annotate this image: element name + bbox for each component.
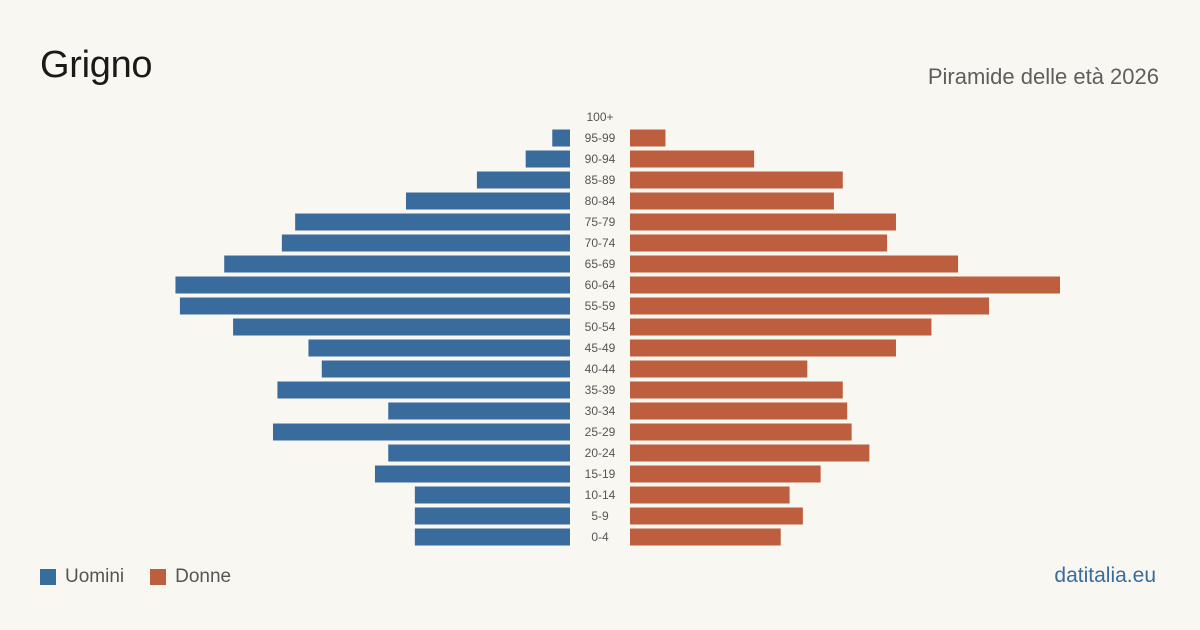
age-label-65-69: 65-69 bbox=[585, 257, 616, 271]
legend-item-female: Donne bbox=[150, 566, 231, 588]
bar-male-15-19 bbox=[374, 465, 570, 483]
bar-male-70-74 bbox=[281, 234, 570, 252]
bar-female-70-74 bbox=[630, 234, 888, 252]
source-link[interactable]: datitalia.eu bbox=[1054, 564, 1156, 587]
bar-female-80-84 bbox=[630, 192, 834, 210]
age-label-20-24: 20-24 bbox=[585, 446, 616, 460]
age-label-70-74: 70-74 bbox=[585, 236, 616, 250]
bar-male-10-14 bbox=[414, 486, 570, 504]
bar-female-5-9 bbox=[630, 507, 803, 525]
bar-male-35-39 bbox=[277, 381, 570, 399]
bar-female-55-59 bbox=[630, 297, 990, 315]
age-label-95-99: 95-99 bbox=[585, 131, 616, 145]
bar-male-20-24 bbox=[388, 444, 570, 462]
age-label-25-29: 25-29 bbox=[585, 425, 616, 439]
age-label-5-9: 5-9 bbox=[591, 509, 609, 523]
bar-male-65-69 bbox=[224, 255, 570, 273]
chart-subtitle: Piramide delle età 2026 bbox=[927, 64, 1159, 89]
bar-female-15-19 bbox=[630, 465, 821, 483]
female-bars bbox=[630, 129, 1060, 546]
bar-female-85-89 bbox=[630, 171, 843, 189]
legend-item-male: Uomini bbox=[40, 566, 124, 588]
bar-female-60-64 bbox=[630, 276, 1060, 294]
bar-male-95-99 bbox=[552, 129, 570, 147]
bar-male-55-59 bbox=[179, 297, 570, 315]
age-label-100plus: 100+ bbox=[586, 110, 613, 124]
age-labels: 100+ 95-99 90-94 85-89 80-84 75-79 70-74 65-69 6… bbox=[585, 110, 616, 544]
age-label-35-39: 35-39 bbox=[585, 383, 616, 397]
legend-swatch-male bbox=[40, 569, 56, 585]
bar-female-0-4 bbox=[630, 528, 781, 546]
legend-swatch-female bbox=[150, 569, 167, 585]
age-label-55-59: 55-59 bbox=[585, 299, 616, 313]
bar-female-95-99 bbox=[630, 129, 666, 147]
male-bars bbox=[175, 129, 571, 546]
age-label-40-44: 40-44 bbox=[585, 362, 616, 376]
bar-female-65-69 bbox=[630, 255, 959, 273]
bar-male-45-49 bbox=[308, 339, 570, 357]
legend-label-male: Uomini bbox=[65, 566, 125, 587]
age-label-30-34: 30-34 bbox=[585, 404, 616, 418]
bar-male-40-44 bbox=[321, 360, 570, 378]
bar-male-85-89 bbox=[476, 171, 570, 189]
bar-female-30-34 bbox=[630, 402, 848, 420]
bar-male-0-4 bbox=[414, 528, 570, 546]
age-label-10-14: 10-14 bbox=[585, 488, 616, 502]
bar-male-90-94 bbox=[525, 150, 570, 168]
chart-title: Grigno bbox=[40, 44, 153, 86]
bar-female-50-54 bbox=[630, 318, 932, 336]
bar-female-25-29 bbox=[630, 423, 852, 441]
age-label-90-94: 90-94 bbox=[585, 152, 616, 166]
bar-female-10-14 bbox=[630, 486, 790, 504]
bar-male-5-9 bbox=[414, 507, 570, 525]
bar-male-25-29 bbox=[272, 423, 570, 441]
bar-male-75-79 bbox=[295, 213, 570, 231]
age-label-60-64: 60-64 bbox=[585, 278, 616, 292]
age-label-75-79: 75-79 bbox=[585, 215, 616, 229]
bar-male-80-84 bbox=[405, 192, 570, 210]
legend: Uomini Donne bbox=[40, 566, 257, 588]
age-label-85-89: 85-89 bbox=[585, 173, 616, 187]
legend-label-female: Donne bbox=[175, 566, 232, 587]
bar-female-20-24 bbox=[630, 444, 870, 462]
bar-female-45-49 bbox=[630, 339, 896, 357]
bar-female-75-79 bbox=[630, 213, 896, 231]
bar-male-60-64 bbox=[175, 276, 570, 294]
bar-male-50-54 bbox=[233, 318, 571, 336]
bar-male-30-34 bbox=[388, 402, 570, 420]
age-label-15-19: 15-19 bbox=[585, 467, 616, 481]
age-label-45-49: 45-49 bbox=[585, 341, 616, 355]
bar-female-35-39 bbox=[630, 381, 843, 399]
age-label-80-84: 80-84 bbox=[585, 194, 616, 208]
bar-female-40-44 bbox=[630, 360, 808, 378]
age-label-0-4: 0-4 bbox=[591, 530, 609, 544]
bar-female-90-94 bbox=[630, 150, 755, 168]
age-label-50-54: 50-54 bbox=[585, 320, 616, 334]
